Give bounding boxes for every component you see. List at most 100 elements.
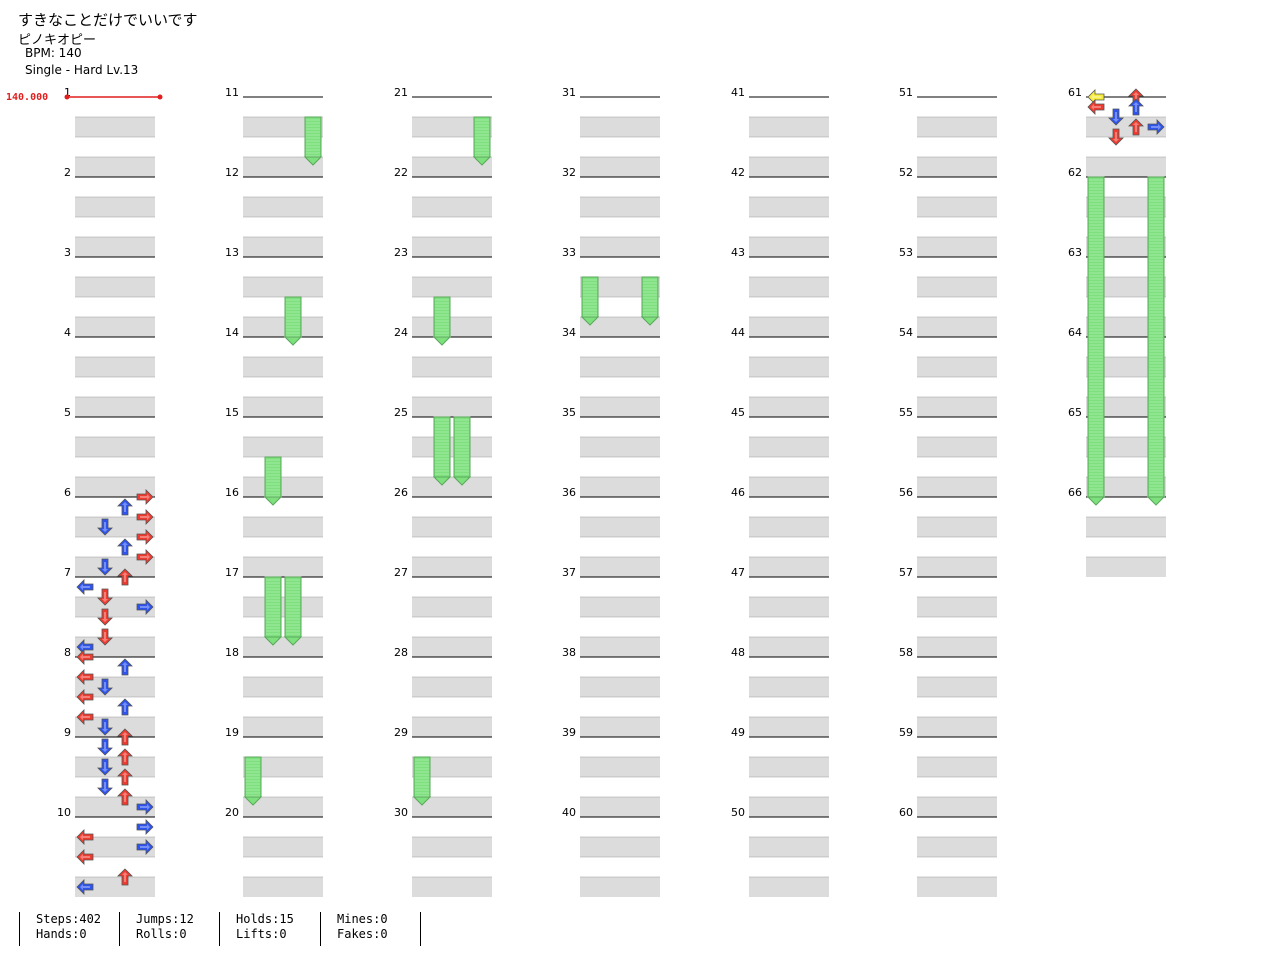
measure-20: 20 (225, 806, 323, 897)
measure-33: 33 (562, 246, 660, 337)
beat-band (412, 597, 492, 617)
measure-number: 9 (64, 726, 71, 739)
beat-band (412, 637, 492, 657)
left-arrow-icon (76, 709, 94, 725)
left-arrow-icon (76, 849, 94, 865)
beat-band (580, 877, 660, 897)
beat-band (412, 157, 492, 177)
beat-band (75, 597, 155, 617)
right-arrow-icon (136, 529, 154, 545)
beat-band (243, 637, 323, 657)
beat-band (917, 277, 997, 297)
beat-band (749, 477, 829, 497)
beat-band (917, 637, 997, 657)
up-arrow-icon (117, 538, 133, 556)
bpm-marker-value: 140.000 (6, 92, 49, 103)
beat-band (749, 237, 829, 257)
measure-17: 17 (225, 566, 323, 657)
measure-number: 62 (1068, 166, 1082, 179)
measure-number: 18 (225, 646, 239, 659)
beat-band (917, 797, 997, 817)
up-arrow-icon (117, 748, 133, 766)
beat-band (580, 677, 660, 697)
measure-number: 33 (562, 246, 576, 259)
up-arrow-icon (1128, 98, 1144, 116)
mines-count: Mines:0 (337, 912, 388, 926)
beat-band (580, 397, 660, 417)
beat-band (75, 237, 155, 257)
hold-note (283, 296, 303, 346)
measure-7: 7 (64, 566, 155, 657)
left-arrow-icon (76, 579, 94, 595)
beat-band (749, 717, 829, 737)
beat-band (917, 597, 997, 617)
beat-band (749, 117, 829, 137)
measure-66: 66 (1068, 486, 1166, 577)
beat-band (75, 277, 155, 297)
beat-band (580, 597, 660, 617)
beat-band (412, 837, 492, 857)
measure-number: 16 (225, 486, 239, 499)
measure-35: 35 (562, 406, 660, 497)
measure-22: 22 (394, 166, 492, 257)
measure-number: 35 (562, 406, 576, 419)
measure-9: 9 (64, 726, 155, 817)
measure-15: 15 (225, 406, 323, 497)
beat-band (580, 717, 660, 737)
down-arrow-icon (1108, 108, 1124, 126)
measure-number: 46 (731, 486, 745, 499)
measure-16: 16 (225, 486, 323, 577)
measure-number: 56 (899, 486, 913, 499)
right-arrow-icon (136, 599, 154, 615)
measure-42: 42 (731, 166, 829, 257)
measure-14: 14 (225, 326, 323, 417)
measure-number: 45 (731, 406, 745, 419)
measure-28: 28 (394, 646, 492, 737)
right-arrow-icon (136, 839, 154, 855)
beat-band (917, 477, 997, 497)
beat-band (917, 157, 997, 177)
left-arrow-icon (76, 879, 94, 895)
beat-band (580, 837, 660, 857)
measure-number: 22 (394, 166, 408, 179)
measure-40: 40 (562, 806, 660, 897)
down-arrow-icon (97, 518, 113, 536)
measure-number: 3 (64, 246, 71, 259)
measure-number: 14 (225, 326, 239, 339)
down-arrow-icon (97, 628, 113, 646)
beat-band (412, 477, 492, 497)
up-arrow-icon (117, 728, 133, 746)
beat-band (917, 117, 997, 137)
measure-48: 48 (731, 646, 829, 737)
measure-number: 11 (225, 86, 239, 99)
measure-number: 60 (899, 806, 913, 819)
measure-number: 48 (731, 646, 745, 659)
measure-39: 39 (562, 726, 660, 817)
beat-band (917, 557, 997, 577)
beat-band (1086, 157, 1166, 177)
beat-band (75, 757, 155, 777)
hold-note (640, 276, 660, 326)
hold-note (283, 576, 303, 646)
beat-band (412, 237, 492, 257)
measure-number: 65 (1068, 406, 1082, 419)
jumps-count: Jumps:12 (136, 912, 194, 926)
beat-band (580, 757, 660, 777)
beat-band (1086, 557, 1166, 577)
beat-band (75, 837, 155, 857)
down-arrow-icon (97, 588, 113, 606)
beat-band (749, 157, 829, 177)
beat-band (75, 517, 155, 537)
beat-band (243, 757, 323, 777)
beat-band (412, 277, 492, 297)
beat-band (243, 717, 323, 737)
hands-count: Hands:0 (36, 927, 87, 941)
beat-band (917, 837, 997, 857)
hold-note (452, 416, 472, 486)
beat-band (917, 397, 997, 417)
measure-number: 51 (899, 86, 913, 99)
measure-64: 64 (1068, 326, 1166, 417)
beat-band (749, 397, 829, 417)
right-arrow-icon (136, 509, 154, 525)
measure-30: 30 (394, 806, 492, 897)
